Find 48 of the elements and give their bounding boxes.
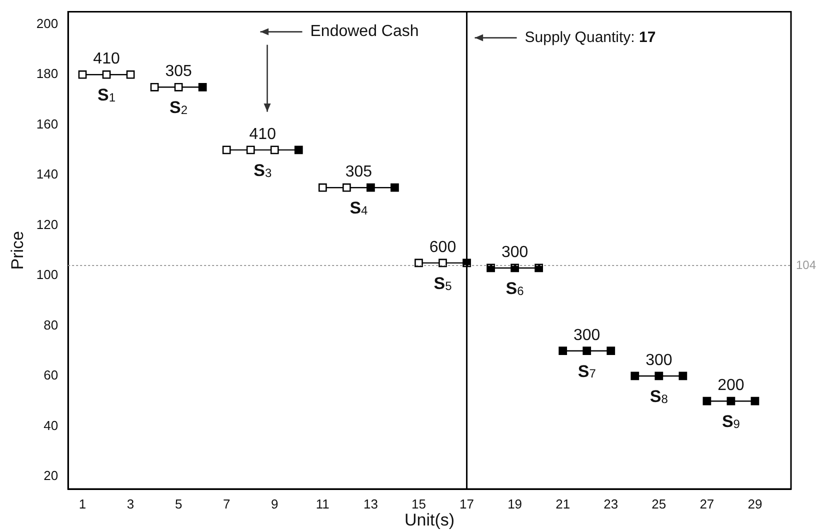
y-tick-label: 80 bbox=[44, 317, 58, 332]
series-label: S1 bbox=[98, 86, 116, 105]
y-tick-label: 200 bbox=[36, 16, 58, 31]
x-tick-label: 21 bbox=[556, 496, 570, 512]
annotation: 300 bbox=[646, 352, 672, 369]
y-tick-label: 140 bbox=[36, 166, 58, 182]
x-tick-label: 7 bbox=[222, 496, 230, 512]
x-tick-label: 13 bbox=[363, 496, 378, 512]
annotation: 305 bbox=[345, 164, 372, 181]
y-tick-label: 180 bbox=[36, 66, 58, 82]
series-label: S6 bbox=[506, 278, 524, 298]
x-tick-label: 23 bbox=[604, 496, 618, 512]
series-label: S5 bbox=[434, 274, 452, 293]
annotation: 300 bbox=[574, 326, 600, 344]
series-label: S7 bbox=[578, 362, 596, 381]
x-tick-label: 29 bbox=[748, 496, 762, 512]
annotation: 300 bbox=[501, 244, 528, 261]
x-tick-label: 19 bbox=[508, 496, 522, 512]
x-tick-label: 1 bbox=[78, 496, 86, 512]
y-tick-label: 160 bbox=[36, 116, 58, 132]
x-tick-label: 5 bbox=[174, 496, 182, 512]
y-tick-label: 100 bbox=[36, 267, 58, 282]
annotation: 410 bbox=[249, 126, 276, 143]
x-tick-label: 27 bbox=[700, 496, 714, 512]
x-tick-label: 11 bbox=[316, 496, 330, 512]
series-label: S3 bbox=[254, 160, 272, 180]
x-axis-title: Unit(s) bbox=[404, 510, 455, 530]
annotation: 305 bbox=[165, 63, 192, 80]
y-tick-label: 20 bbox=[44, 468, 58, 484]
y-axis-title: Price bbox=[8, 231, 27, 270]
series-label: S4 bbox=[350, 198, 368, 218]
x-tick-label: 3 bbox=[126, 496, 134, 512]
annotation: 600 bbox=[429, 238, 456, 256]
x-tick-label: 25 bbox=[652, 496, 666, 512]
annotation: Endowed Cash bbox=[310, 23, 419, 40]
annotation: 200 bbox=[718, 377, 744, 394]
x-tick-label: 9 bbox=[271, 496, 278, 512]
series-label: S9 bbox=[722, 412, 740, 432]
x-tick-label: 15 bbox=[412, 496, 426, 512]
x-tick-label: 17 bbox=[460, 496, 474, 512]
y-tick-label: 40 bbox=[44, 418, 58, 433]
series-label: S2 bbox=[170, 98, 188, 118]
y-tick-label: 120 bbox=[36, 216, 58, 232]
y-tick-label: 60 bbox=[44, 368, 58, 383]
ref-line-label: 104 bbox=[796, 258, 816, 272]
series-label: S8 bbox=[650, 386, 668, 406]
ref-line-label: Supply Quantity: 17 bbox=[524, 28, 656, 46]
annotation: 410 bbox=[93, 50, 120, 68]
